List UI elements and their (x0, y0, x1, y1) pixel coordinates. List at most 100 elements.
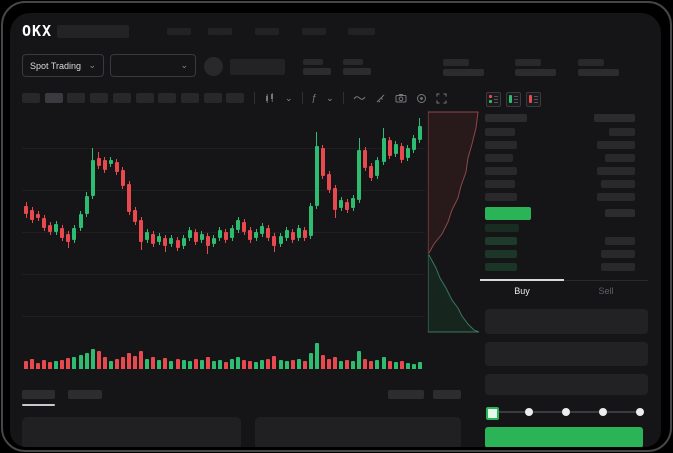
volume-bar (308, 353, 313, 369)
candle (333, 188, 338, 210)
candle (139, 220, 144, 242)
orderbook-ask-row[interactable] (480, 167, 648, 177)
nav-item-2[interactable] (208, 28, 232, 35)
timeframe-pill[interactable] (44, 93, 63, 103)
candlestick-chart[interactable] (22, 110, 425, 333)
total-input[interactable] (485, 374, 648, 395)
price-input[interactable] (485, 309, 648, 334)
candle (66, 234, 71, 242)
volume-bar (78, 355, 83, 369)
orderbook-ask-row[interactable] (480, 193, 648, 203)
candle (187, 230, 192, 238)
volume-bar (54, 361, 59, 369)
volume-bar (120, 357, 125, 369)
bottom-tab-indicator (22, 404, 55, 406)
volume-bar (345, 360, 350, 369)
volume-bar (320, 355, 325, 369)
orderbook-ask-row[interactable] (480, 128, 648, 138)
nav-item-5[interactable] (348, 28, 375, 35)
drawing-tool-icon[interactable] (375, 93, 386, 104)
timeframe-pill[interactable] (22, 93, 40, 103)
orderbook-bids-view-icon[interactable] (506, 92, 521, 107)
orderbook-ask-row[interactable] (480, 180, 648, 190)
market-type-dropdown[interactable]: Spot Trading ⌄ (22, 54, 104, 77)
fullscreen-icon[interactable] (436, 93, 447, 104)
pair-dropdown[interactable]: ⌄ (110, 54, 196, 77)
orderbook-bid-row[interactable] (480, 250, 648, 260)
volume-bar (393, 362, 398, 369)
chevron-down-icon[interactable]: ⌄ (285, 92, 293, 103)
candle (387, 140, 392, 156)
candle (163, 238, 168, 246)
bottom-action-1[interactable] (388, 390, 424, 399)
orderbook-bid-row[interactable] (480, 237, 648, 247)
timeframe-pill[interactable] (112, 93, 131, 103)
bid-price-bar (485, 263, 517, 271)
orderbook-combined-view-icon[interactable] (486, 92, 501, 107)
timeframe-pill[interactable] (67, 93, 86, 103)
nav-item-1[interactable] (167, 28, 191, 35)
candle (102, 160, 107, 170)
line-tool-icon[interactable] (353, 93, 366, 103)
orderbook-bid-row[interactable] (480, 263, 648, 273)
bottom-tab-1[interactable] (22, 390, 55, 399)
candle (84, 196, 89, 214)
ask-amount-bar (601, 180, 635, 188)
buy-submit-button[interactable] (485, 427, 643, 447)
slider-stop[interactable] (486, 407, 499, 420)
candle (236, 220, 241, 230)
volume-bar (266, 359, 271, 369)
chart-type-candles-icon[interactable] (264, 92, 276, 104)
candle (369, 166, 374, 178)
amount-input[interactable] (485, 342, 648, 366)
volume-bar (278, 360, 283, 369)
last-price-amount-bar (605, 209, 635, 217)
volume-bar (193, 359, 198, 369)
slider-stop[interactable] (525, 408, 533, 416)
search-input[interactable] (57, 25, 129, 38)
candle (54, 224, 59, 232)
volume-bar (411, 364, 416, 369)
orderbook-ask-row[interactable] (480, 154, 648, 164)
timeframe-pill[interactable] (180, 93, 199, 103)
candle (24, 206, 28, 214)
bottom-tab-2[interactable] (68, 390, 102, 399)
gridline (22, 274, 425, 275)
candle (42, 218, 47, 228)
nav-item-4[interactable] (302, 28, 326, 35)
settings-icon[interactable] (416, 93, 427, 104)
candle (127, 184, 132, 212)
orderbook-header-price (485, 114, 527, 122)
timeframe-pill[interactable] (90, 93, 109, 103)
orderbook-ask-row[interactable] (480, 141, 648, 151)
tab-sell[interactable]: Sell (598, 286, 614, 296)
volume-bar (223, 362, 228, 369)
chevron-down-icon[interactable]: ⌄ (326, 92, 334, 103)
volume-bar (381, 357, 386, 369)
camera-icon[interactable] (395, 93, 407, 103)
buy-tab-indicator (480, 279, 564, 281)
candle (217, 230, 222, 238)
nav-item-3[interactable] (255, 28, 279, 35)
indicators-icon[interactable]: ƒ (311, 92, 318, 104)
slider-stop[interactable] (636, 408, 644, 416)
candle (320, 148, 325, 176)
timeframe-pill[interactable] (226, 93, 245, 103)
timeframe-pill[interactable] (203, 93, 222, 103)
bottom-action-2[interactable] (433, 390, 461, 399)
timeframe-pill[interactable] (158, 93, 177, 103)
candle (133, 210, 138, 222)
candle (145, 232, 150, 240)
tab-buy[interactable]: Buy (514, 286, 530, 296)
candle (96, 158, 101, 166)
orderbook-bid-row[interactable] (480, 224, 648, 234)
candle (72, 228, 77, 240)
volume-bar (24, 361, 28, 369)
orders-table-placeholder (22, 417, 241, 447)
amount-slider[interactable] (486, 407, 644, 420)
candle (290, 232, 295, 240)
timeframe-pill[interactable] (135, 93, 154, 103)
slider-stop[interactable] (599, 408, 607, 416)
orderbook-asks-view-icon[interactable] (526, 92, 541, 107)
slider-stop[interactable] (562, 408, 570, 416)
